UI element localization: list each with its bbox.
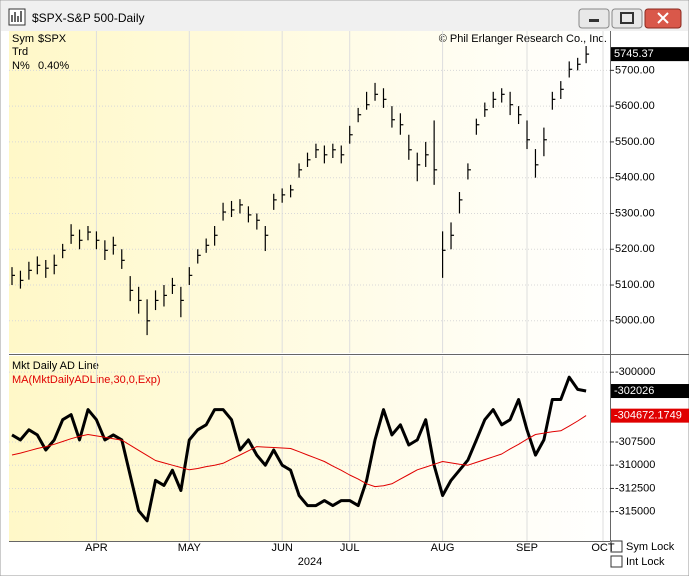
y-tick-label: 5500.00 xyxy=(615,136,655,148)
last-value: -304672.1749 xyxy=(614,410,682,422)
series-line xyxy=(11,415,587,488)
window-icon-bars xyxy=(11,11,22,22)
price-panel xyxy=(9,31,610,353)
y-tick-label: 5100.00 xyxy=(615,279,655,291)
x-tick-label: AUG xyxy=(431,542,455,554)
last-value: -302026 xyxy=(614,385,654,397)
legend-ad: Mkt Daily AD Line xyxy=(12,360,99,372)
trend-label: Trd xyxy=(12,46,28,58)
y-tick-label: 5000.00 xyxy=(615,315,655,327)
legend-ma: MA(MktDailyADLine,30,0,Exp) xyxy=(12,374,161,386)
window-title: $SPX-S&P 500-Daily xyxy=(32,11,145,25)
y-tick-label: -300000 xyxy=(615,366,655,378)
maximize-button[interactable] xyxy=(611,8,643,29)
copyright: © Phil Erlanger Research Co., Inc. xyxy=(439,33,607,45)
minimize-button[interactable] xyxy=(578,8,610,29)
n-value: 0.40% xyxy=(38,60,69,72)
x-tick-label: SEP xyxy=(516,542,538,554)
y-tick-label: 5600.00 xyxy=(615,100,655,112)
sym-value: $SPX xyxy=(38,33,67,45)
x-tick-label: JUN xyxy=(271,542,292,554)
sym-label: Sym xyxy=(12,33,34,45)
y-tick-label: 5400.00 xyxy=(615,172,655,184)
sym-lock-label: Sym Lock xyxy=(626,541,675,553)
x-tick-label: MAY xyxy=(178,542,202,554)
last-value-box xyxy=(611,408,689,423)
title-bar xyxy=(1,1,688,31)
y-tick-label: -310000 xyxy=(615,459,655,471)
y-tick-label: 5200.00 xyxy=(615,243,655,255)
close-button[interactable] xyxy=(644,8,682,29)
last-value-box xyxy=(611,384,689,399)
y-tick-label: -307500 xyxy=(615,436,655,448)
y-tick-label: 5300.00 xyxy=(615,207,655,219)
int-lock-label: Int Lock xyxy=(626,556,665,568)
last-price: 5745.37 xyxy=(614,48,654,60)
y-tick-label: -312500 xyxy=(615,482,655,494)
x-tick-label: APR xyxy=(85,542,108,554)
x-axis-year: 2024 xyxy=(298,556,322,568)
n-label: N% xyxy=(12,60,30,72)
y-tick-label: -315000 xyxy=(615,506,655,518)
sym-lock[interactable]: Sym Lock xyxy=(610,540,675,553)
int-lock[interactable]: Int Lock xyxy=(610,555,665,568)
last-price-box xyxy=(611,47,689,62)
y-tick-label: 5700.00 xyxy=(615,64,655,76)
x-tick-label: OCT xyxy=(591,542,615,554)
x-tick-label: JUL xyxy=(340,542,360,554)
